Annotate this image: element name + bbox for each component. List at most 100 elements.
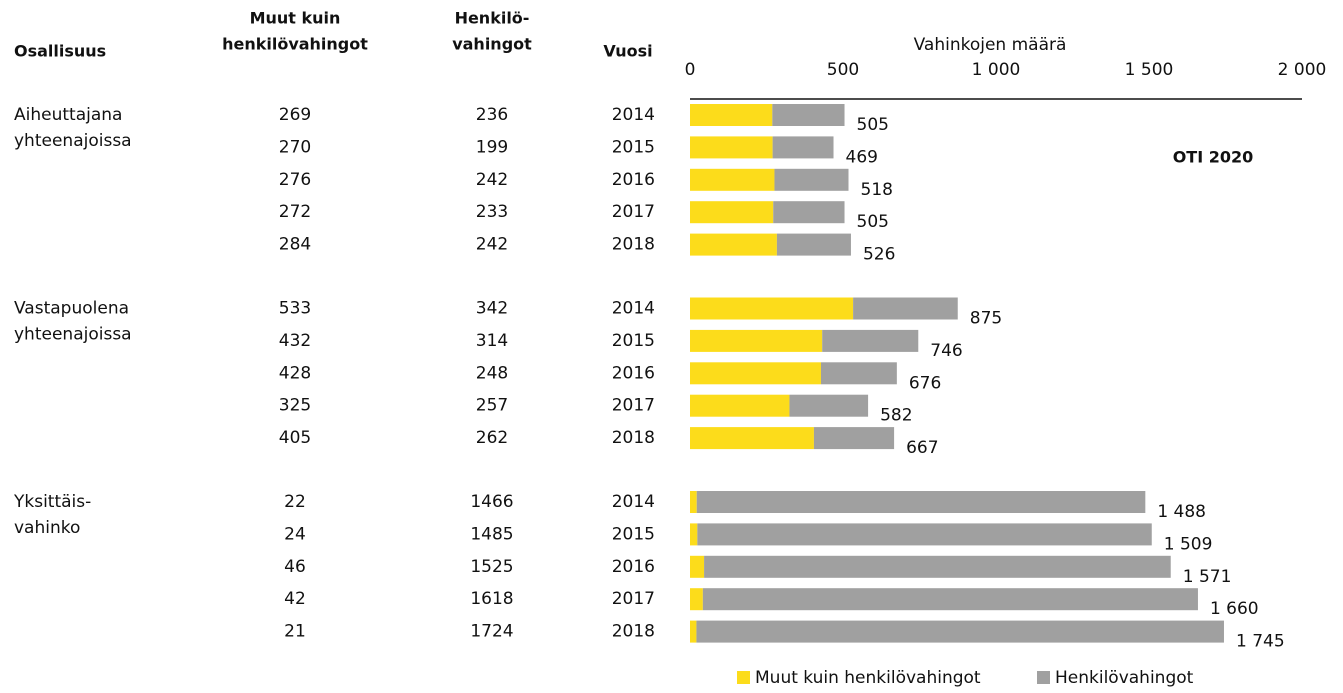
cell: 1618 (470, 589, 513, 609)
bar-segment (690, 362, 821, 385)
cell: 46 (284, 557, 306, 577)
cell: 248 (476, 363, 508, 383)
cell: 199 (476, 137, 508, 157)
year-label: 2015 (612, 524, 655, 544)
year-label: 2016 (612, 170, 655, 190)
bar-segment (696, 620, 1224, 643)
cell: 233 (476, 202, 508, 222)
total-label: 1 571 (1183, 567, 1232, 587)
year-label: 2018 (612, 428, 655, 448)
year-label: 2018 (612, 235, 655, 255)
cell: 42 (284, 589, 306, 609)
bar-segment (702, 588, 1198, 611)
bar-segment (696, 491, 1146, 513)
year-label: 2017 (612, 396, 655, 416)
total-label: 746 (930, 341, 962, 361)
cell: 428 (279, 363, 311, 383)
x-tick-label: 2 000 (1278, 60, 1327, 80)
bar-segment (690, 620, 697, 643)
cell: 21 (284, 622, 306, 642)
bar-segment (813, 427, 895, 450)
bar-segment (690, 168, 775, 191)
column-header: henkilövahingot (222, 35, 368, 54)
total-label: 505 (857, 115, 889, 135)
bar-segment (690, 555, 705, 578)
cell: 405 (279, 428, 311, 448)
bar-segment (690, 329, 823, 352)
total-label: 1 509 (1164, 534, 1213, 554)
column-header: Vuosi (603, 42, 652, 61)
year-label: 2016 (612, 363, 655, 383)
bar-segment (690, 427, 814, 450)
column-header: Muut kuin (250, 9, 341, 28)
legend-label: Muut kuin henkilövahingot (755, 668, 981, 688)
cell: 270 (279, 137, 311, 157)
total-label: 1 660 (1210, 599, 1259, 619)
legend-label: Henkilövahingot (1055, 668, 1194, 688)
bar-segment (772, 136, 834, 159)
bar-segment (704, 555, 1171, 578)
legend-swatch (1037, 671, 1050, 684)
annotation: OTI 2020 (1173, 148, 1254, 167)
group-label: yhteenajoissa (14, 325, 132, 345)
cell: 24 (284, 524, 306, 544)
cell: 432 (279, 331, 311, 351)
total-label: 676 (909, 373, 941, 393)
cell: 284 (279, 235, 311, 255)
bar-segment (690, 588, 703, 611)
year-label: 2015 (612, 137, 655, 157)
year-label: 2017 (612, 589, 655, 609)
bar-segment (820, 362, 897, 385)
year-label: 2016 (612, 557, 655, 577)
total-label: 505 (857, 212, 889, 232)
year-label: 2015 (612, 331, 655, 351)
bar-segment (773, 201, 845, 224)
bar-segment (774, 168, 849, 191)
cell: 1525 (470, 557, 513, 577)
year-label: 2014 (612, 105, 655, 125)
cell: 1724 (470, 622, 513, 642)
total-label: 1 745 (1236, 632, 1285, 652)
x-tick-label: 1 500 (1125, 60, 1174, 80)
total-label: 518 (861, 180, 893, 200)
cell: 262 (476, 428, 508, 448)
cell: 22 (284, 492, 306, 512)
x-tick-label: 1 000 (972, 60, 1021, 80)
cell: 276 (279, 170, 311, 190)
x-tick-label: 500 (827, 60, 859, 80)
year-label: 2017 (612, 202, 655, 222)
group-label: Yksittäis- (13, 492, 91, 512)
cell: 257 (476, 396, 508, 416)
bar-segment (697, 523, 1152, 546)
cell: 242 (476, 170, 508, 190)
column-header: Osallisuus (14, 42, 106, 61)
bar-segment (690, 233, 777, 256)
total-label: 582 (880, 406, 912, 426)
total-label: 469 (846, 147, 878, 167)
cell: 272 (279, 202, 311, 222)
group-label: vahinko (14, 518, 80, 538)
legend-swatch (737, 671, 750, 684)
cell: 1466 (470, 492, 513, 512)
total-label: 667 (906, 438, 938, 458)
bar-segment (690, 394, 790, 417)
cell: 269 (279, 105, 311, 125)
bar-segment (822, 329, 919, 352)
bar-segment (776, 233, 851, 256)
total-label: 1 488 (1157, 502, 1206, 522)
x-tick-label: 0 (685, 60, 696, 80)
bar-segment (690, 491, 697, 513)
bar-segment (853, 297, 958, 320)
cell: 533 (279, 299, 311, 319)
bar-segment (690, 136, 773, 159)
total-label: 526 (863, 245, 895, 265)
bar-segment (690, 104, 773, 126)
bar-segment (772, 104, 845, 126)
cell: 342 (476, 299, 508, 319)
bar-segment (690, 523, 698, 546)
cell: 236 (476, 105, 508, 125)
year-label: 2014 (612, 492, 655, 512)
bar-segment (690, 297, 854, 320)
year-label: 2014 (612, 299, 655, 319)
